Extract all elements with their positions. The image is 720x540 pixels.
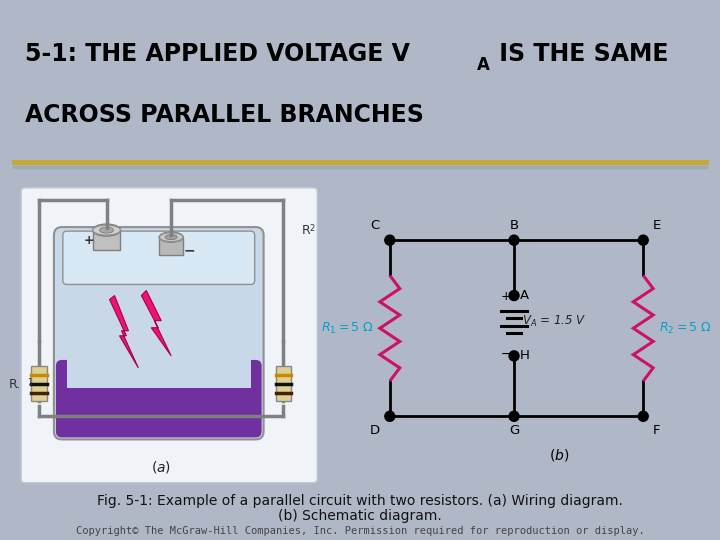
Bar xyxy=(93,230,120,250)
Text: H: H xyxy=(520,349,530,362)
Text: 2: 2 xyxy=(310,224,315,233)
Text: −: − xyxy=(184,243,195,257)
Bar xyxy=(276,366,292,401)
Text: Fig. 5-1: Example of a parallel circuit with two resistors. (a) Wiring diagram.: Fig. 5-1: Example of a parallel circuit … xyxy=(97,494,623,508)
Text: A: A xyxy=(520,289,529,302)
Circle shape xyxy=(509,291,519,301)
Circle shape xyxy=(638,411,648,421)
Circle shape xyxy=(509,351,519,361)
Text: +: + xyxy=(84,234,94,247)
Text: IS THE SAME: IS THE SAME xyxy=(490,43,668,66)
Text: A: A xyxy=(477,56,490,73)
Text: Copyright© The McGraw-Hill Companies, Inc. Permission required for reproduction : Copyright© The McGraw-Hill Companies, In… xyxy=(76,526,644,536)
Bar xyxy=(159,237,183,255)
Ellipse shape xyxy=(159,232,183,242)
FancyBboxPatch shape xyxy=(54,227,264,440)
Text: G: G xyxy=(509,424,519,437)
Circle shape xyxy=(638,235,648,245)
Text: $R_1 = 5\ \Omega$: $R_1 = 5\ \Omega$ xyxy=(321,321,374,336)
Polygon shape xyxy=(141,291,171,356)
Text: R.: R. xyxy=(9,377,21,390)
Bar xyxy=(31,366,47,401)
Text: $V_A$ = 1.5 V: $V_A$ = 1.5 V xyxy=(522,314,587,329)
Text: (b) Schematic diagram.: (b) Schematic diagram. xyxy=(278,509,442,523)
Text: E: E xyxy=(653,219,662,232)
Text: C: C xyxy=(371,219,380,232)
Polygon shape xyxy=(109,295,138,368)
Text: $(a)$: $(a)$ xyxy=(151,458,171,475)
FancyBboxPatch shape xyxy=(63,231,255,285)
Ellipse shape xyxy=(93,224,120,236)
Ellipse shape xyxy=(165,235,177,240)
Circle shape xyxy=(509,411,519,421)
Ellipse shape xyxy=(159,233,183,242)
Text: D: D xyxy=(370,424,380,437)
Circle shape xyxy=(385,235,395,245)
Circle shape xyxy=(509,235,519,245)
Ellipse shape xyxy=(99,227,114,233)
Circle shape xyxy=(385,411,395,421)
Text: ACROSS PARALLEL BRANCHES: ACROSS PARALLEL BRANCHES xyxy=(24,103,423,127)
Text: 1: 1 xyxy=(27,378,32,387)
Text: −: − xyxy=(500,348,511,361)
Text: 5-1: THE APPLIED VOLTAGE V: 5-1: THE APPLIED VOLTAGE V xyxy=(24,43,410,66)
Ellipse shape xyxy=(93,225,120,235)
Text: R: R xyxy=(302,224,310,237)
Text: F: F xyxy=(653,424,661,437)
Text: $R_2 = 5\ \Omega$: $R_2 = 5\ \Omega$ xyxy=(659,321,712,336)
Text: $(b)$: $(b)$ xyxy=(549,447,569,463)
FancyBboxPatch shape xyxy=(56,360,261,437)
Bar xyxy=(67,358,251,388)
FancyBboxPatch shape xyxy=(21,188,318,483)
Text: +: + xyxy=(500,290,511,303)
Text: B: B xyxy=(510,219,518,232)
